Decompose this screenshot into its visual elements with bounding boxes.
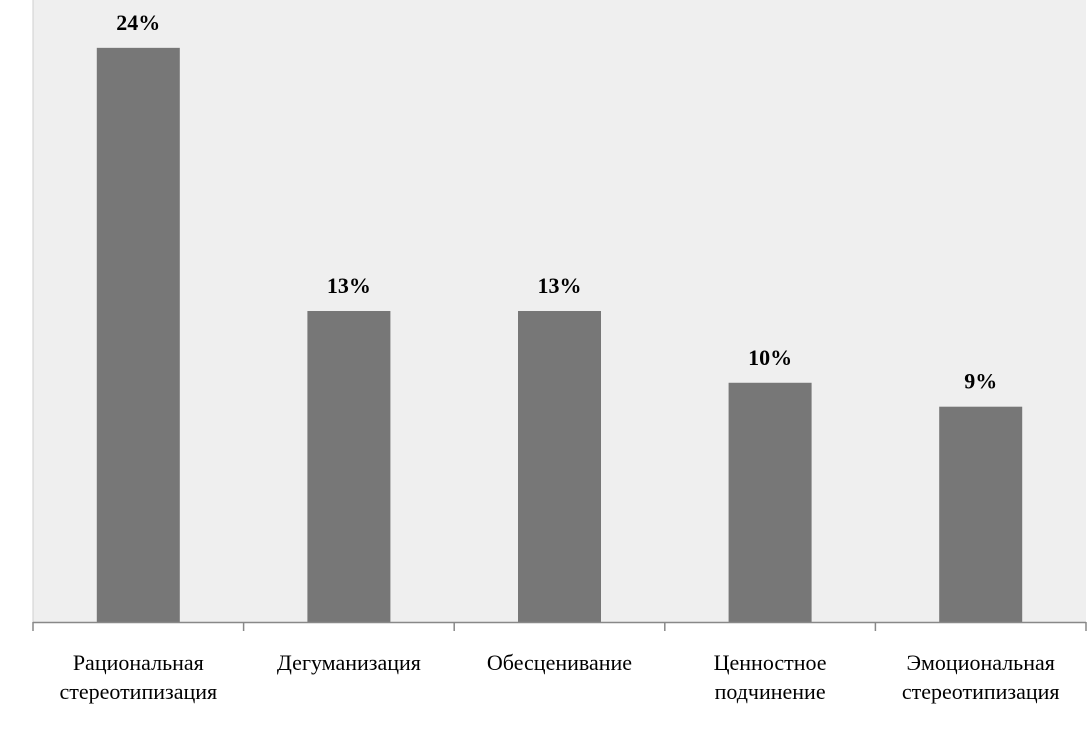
data-label: 13%: [538, 273, 582, 298]
category-label: Ценностное подчинение: [714, 650, 827, 704]
data-label: 9%: [964, 369, 997, 394]
bar: [728, 382, 812, 622]
category-label-line: стереотипизация: [902, 679, 1060, 704]
x-axis: [32, 0, 1087, 631]
category-label-line: Ценностное: [714, 650, 827, 675]
data-label: 13%: [327, 273, 371, 298]
category-label-line: Рациональная: [73, 650, 204, 675]
category-label: Эмоциональная стереотипизация: [902, 650, 1060, 704]
category-label-line: Дегуманизация: [277, 650, 421, 675]
category-label: Обесценивание: [487, 650, 632, 675]
bars-layer: [96, 47, 1023, 623]
category-label-line: Эмоциональная: [906, 650, 1054, 675]
category-label: Рациональная стереотипизация: [59, 650, 217, 704]
category-label-line: стереотипизация: [59, 679, 217, 704]
category-labels-layer: Рациональная стереотипизация Дегуманизация…: [59, 650, 1059, 704]
data-label: 24%: [116, 10, 160, 35]
data-label: 10%: [748, 345, 792, 370]
category-label-line: подчинение: [715, 679, 826, 704]
data-labels-layer: 24% 13% 13% 10% 9%: [116, 10, 997, 394]
category-label: Дегуманизация: [277, 650, 421, 675]
category-label-line: Обесценивание: [487, 650, 632, 675]
bar: [307, 311, 391, 622]
bar: [939, 406, 1023, 622]
bar: [96, 47, 180, 623]
bar: [518, 311, 601, 622]
